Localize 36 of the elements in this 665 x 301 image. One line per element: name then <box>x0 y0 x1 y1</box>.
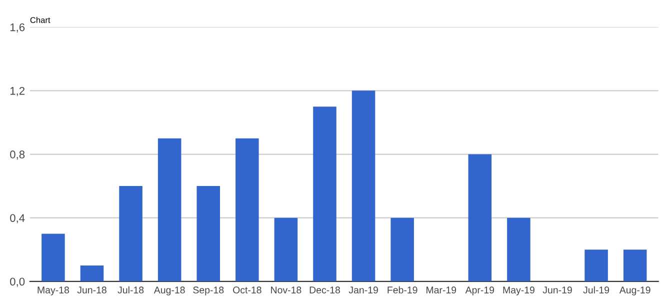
x-tick-label: Aug-18 <box>154 286 185 296</box>
x-tick-label: Nov-18 <box>271 286 302 294</box>
x-tick-label: Aug-19 <box>619 286 650 296</box>
x-tick-label: Mar-19 <box>426 286 456 294</box>
bar <box>119 186 142 282</box>
x-tick-label: Sep-18 <box>193 286 224 296</box>
x-tick-label: May-18 <box>38 286 69 296</box>
x-tick-label: May-19 <box>503 286 534 296</box>
x-tick-label: Apr-19 <box>465 286 494 296</box>
x-tick-label: Jun-18 <box>77 286 106 294</box>
chart-title: Chart <box>30 16 50 24</box>
bar <box>274 218 298 282</box>
x-tick-label: Jan-19 <box>348 286 378 294</box>
x-tick-label: Oct-18 <box>233 286 262 294</box>
x-tick-label: Dec-18 <box>310 286 340 294</box>
bar <box>196 186 220 282</box>
bar <box>313 106 336 282</box>
bar <box>42 234 65 282</box>
bar <box>468 154 492 282</box>
y-tick-label: 0,0 <box>10 278 25 287</box>
x-tick-label: Jul-19 <box>583 286 610 294</box>
x-tick-label: Feb-19 <box>388 286 418 294</box>
bar <box>507 218 530 282</box>
bar <box>623 250 647 282</box>
x-tick-label: Jul-18 <box>118 286 144 294</box>
bar <box>80 266 104 282</box>
y-tick-label: 0,4 <box>10 214 25 224</box>
y-tick-label: 1,6 <box>10 23 25 33</box>
bar <box>158 138 182 282</box>
y-tick-label: 1,2 <box>10 86 25 96</box>
bar <box>352 90 376 282</box>
bar <box>390 218 414 282</box>
bar <box>236 138 259 282</box>
bar <box>584 250 608 282</box>
y-tick-label: 0,8 <box>10 150 25 160</box>
x-tick-label: Jun-19 <box>542 286 572 294</box>
